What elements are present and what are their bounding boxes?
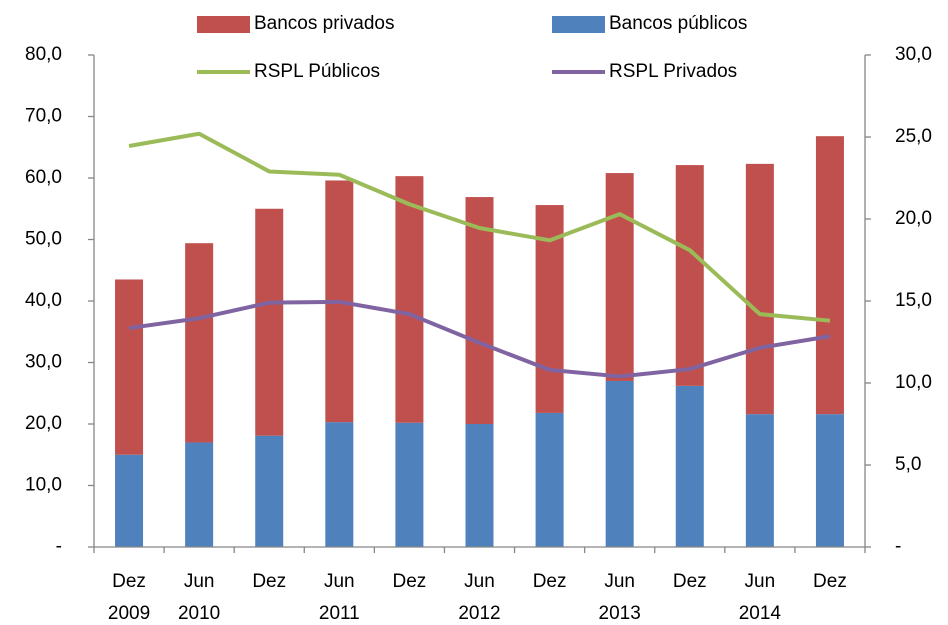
x-tick-label: Jun xyxy=(464,571,495,592)
legend-label: RSPL Privados xyxy=(609,61,737,82)
bar xyxy=(395,422,424,547)
bar xyxy=(255,435,284,547)
y-tick-label: 60,0 xyxy=(25,167,62,188)
legend-label: Bancos privados xyxy=(254,13,394,34)
bar xyxy=(675,385,704,547)
y-tick-label: 30,0 xyxy=(25,352,62,373)
x-tick-label: Dez xyxy=(252,571,286,592)
bar xyxy=(185,243,214,443)
bar xyxy=(535,412,564,547)
x-tick-label: Jun xyxy=(324,571,355,592)
bar xyxy=(255,208,284,436)
x-tick-label: Dez xyxy=(393,571,427,592)
x-tick-label: Dez xyxy=(533,571,567,592)
bar xyxy=(745,163,774,415)
x-tick-label: Jun xyxy=(745,571,776,592)
legend-swatch xyxy=(197,16,250,33)
x-tick-label: 2014 xyxy=(739,603,782,624)
bar xyxy=(395,176,424,423)
bar xyxy=(115,454,144,547)
bar xyxy=(605,173,634,381)
bar xyxy=(325,422,354,547)
legend-swatch xyxy=(552,16,605,33)
legend-label: Bancos públicos xyxy=(609,13,747,34)
y-tick-label: - xyxy=(56,536,62,557)
bar xyxy=(115,279,144,455)
x-tick-label: Dez xyxy=(673,571,707,592)
bar xyxy=(465,424,494,547)
line xyxy=(128,131,831,323)
y-tick-label: 20,0 xyxy=(25,413,62,434)
x-tick-label: Dez xyxy=(112,571,146,592)
bar xyxy=(185,442,214,547)
y-tick-label: 10,0 xyxy=(25,475,62,496)
y-tick-label: 50,0 xyxy=(25,229,62,250)
legend-label: RSPL Públicos xyxy=(254,61,380,82)
y-tick-label: 40,0 xyxy=(25,290,62,311)
y-tick-label: 80,0 xyxy=(25,44,62,65)
bar xyxy=(465,197,494,424)
x-tick-label: 2012 xyxy=(458,603,500,624)
bar xyxy=(815,136,844,415)
y2-tick-label: - xyxy=(895,536,901,557)
y2-tick-label: 5,0 xyxy=(895,454,921,475)
y-tick-label: 70,0 xyxy=(25,106,62,127)
x-tick-label: 2013 xyxy=(599,603,641,624)
x-tick-label: 2010 xyxy=(178,603,220,624)
y2-tick-label: 30,0 xyxy=(895,44,932,65)
bar xyxy=(675,165,704,386)
bar xyxy=(745,414,774,547)
x-tick-label: Jun xyxy=(184,571,215,592)
y2-tick-label: 20,0 xyxy=(895,208,932,229)
y2-tick-label: 15,0 xyxy=(895,290,932,311)
bar xyxy=(815,414,844,547)
line xyxy=(128,299,831,379)
x-tick-label: 2011 xyxy=(319,603,360,624)
y2-tick-label: 10,0 xyxy=(895,372,932,393)
x-tick-label: 2009 xyxy=(108,603,150,624)
x-tick-label: Jun xyxy=(604,571,635,592)
x-tick-label: Dez xyxy=(813,571,847,592)
bar xyxy=(605,380,634,547)
y2-tick-label: 25,0 xyxy=(895,126,932,147)
